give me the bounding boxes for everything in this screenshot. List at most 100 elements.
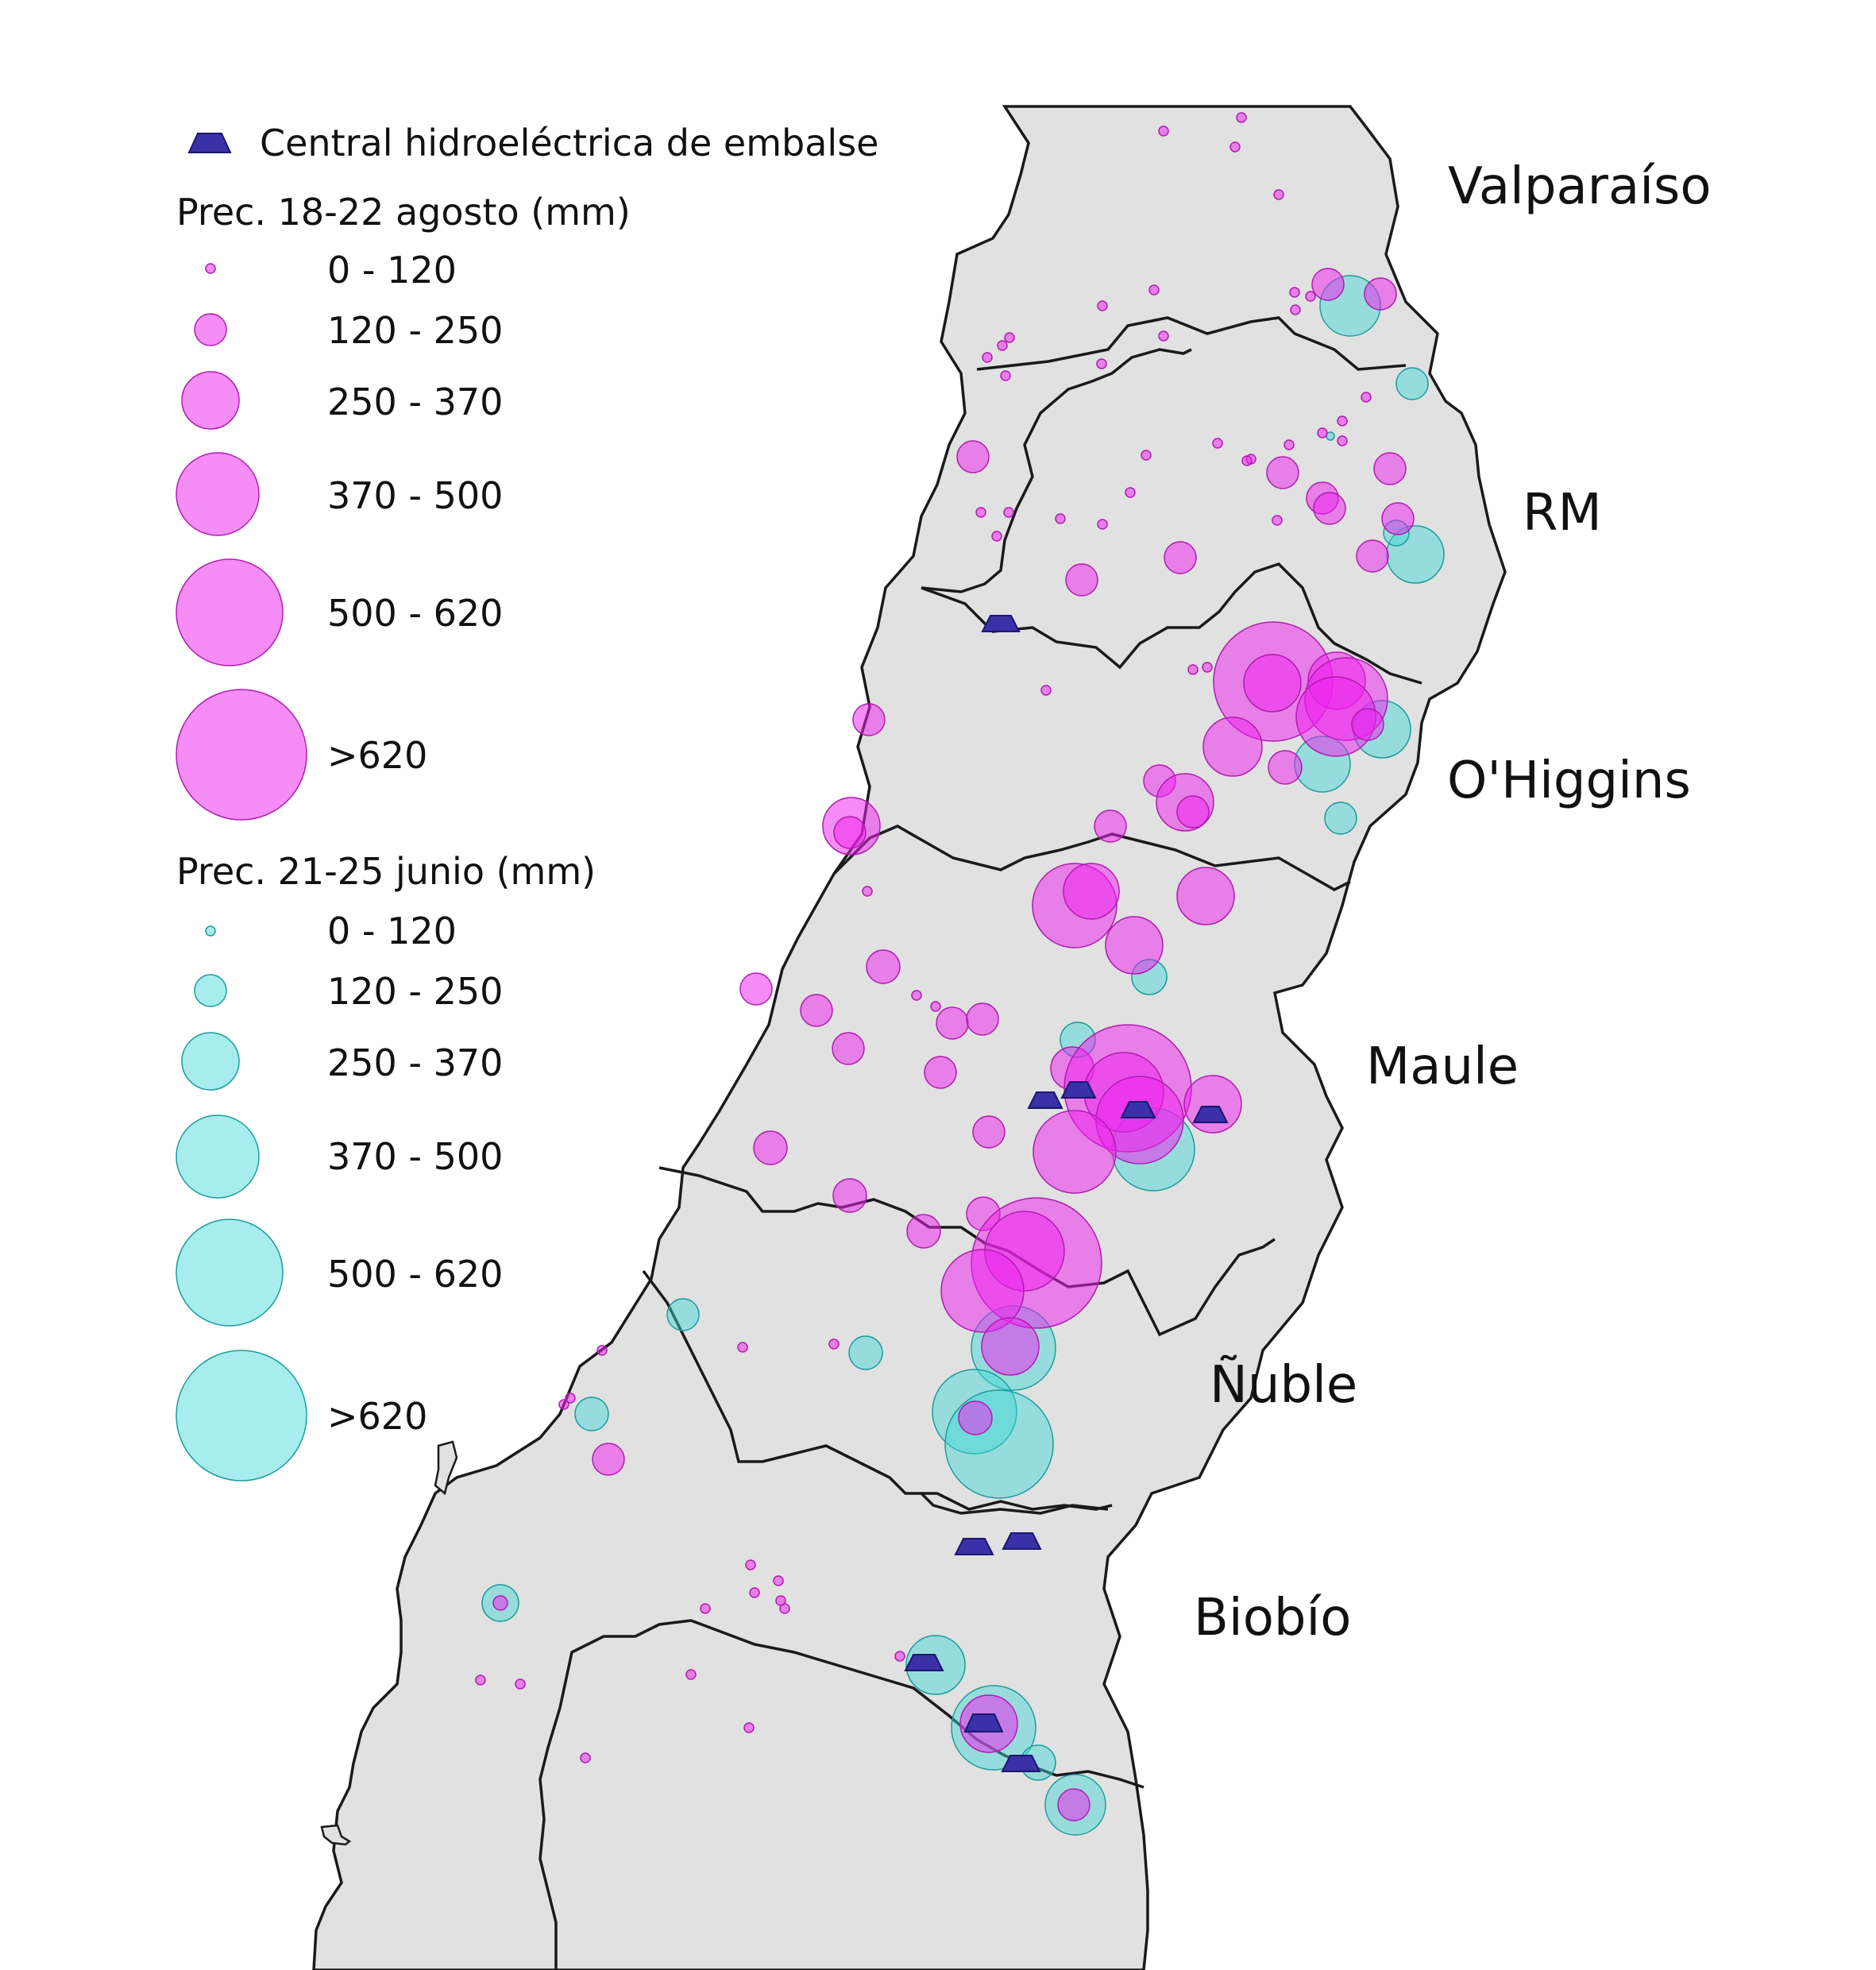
legend-august-title: Prec. 18-22 agosto (mm) [176,191,631,234]
region-label-valparaiso: Valparaíso [1448,157,1711,216]
trapezoid-icon [1120,1101,1156,1118]
august-precip-circle [991,531,1002,542]
august-precip-circle [1266,456,1299,489]
august-precip-circle [592,1443,625,1476]
august-precip-circle [852,703,886,736]
august-precip-circle [981,1317,1040,1376]
august-precip-circle [1105,916,1164,975]
august-precip-circle [1003,507,1014,518]
august-precip-circle [1065,563,1098,597]
region-label-biobio: Biobío [1194,1589,1351,1647]
legend-august-symbol [176,689,307,821]
august-precip-circle [1141,450,1152,461]
june-precip-circle [666,1298,700,1331]
august-precip-circle [1305,291,1316,302]
august-precip-circle [832,1032,865,1065]
trapezoid-icon [1027,1091,1063,1109]
august-precip-circle [1272,515,1283,526]
august-precip-circle [1229,141,1241,153]
august-precip-circle [1183,1075,1242,1134]
august-precip-circle [956,440,990,473]
legend-june-title: Prec. 21-25 junio (mm) [176,850,596,893]
august-precip-circle [1164,541,1197,574]
june-precip-circle [1395,367,1429,400]
legend-plant-label: Central hidroeléctrica de embalse [260,122,878,164]
august-precip-circle [1158,330,1169,342]
august-precip-circle [565,1393,576,1404]
august-precip-circle [596,1345,608,1356]
legend-august-symbol [194,313,227,346]
august-precip-circle [958,1400,993,1435]
august-precip-circle [1289,287,1300,298]
august-precip-circle [743,1722,755,1733]
region-label-ohiggins: O'Higgins [1447,751,1691,810]
legend: Central hidroeléctrica de embalse Prec. … [176,122,878,1481]
trapezoid-icon [963,1713,1004,1732]
august-precip-circle [1096,358,1107,369]
august-precip-circle [911,990,922,1001]
august-precip-circle [1268,750,1303,785]
island [434,1440,458,1496]
legend-june-class: 250 - 370 [327,1041,503,1084]
august-precip-circle [924,1056,957,1089]
august-precip-circle [930,1001,941,1012]
trapezoid-icon [187,133,232,153]
june-precip-circle [1324,802,1357,835]
legend-august-class: 120 - 250 [327,309,503,352]
august-precip-circle [492,1595,508,1611]
legend-june-class: 120 - 250 [327,970,503,1013]
trapezoid-icon [954,1538,994,1555]
june-precip-circle [944,1389,1054,1499]
august-precip-circle [1057,1788,1090,1821]
border-nuble-biobio-north [642,1269,1113,1511]
august-precip-circle [832,1178,867,1213]
august-precip-circle [1337,435,1348,446]
august-precip-circle [779,1603,790,1614]
august-precip-circle [1040,685,1052,696]
august-precip-circle [1364,277,1397,311]
august-precip-circle [749,1587,760,1598]
august-precipitation-layer [475,112,1415,1821]
august-precip-circle [906,1214,941,1249]
august-precip-circle [833,816,867,849]
legend-june-class: 0 - 120 [327,910,457,952]
border-biobio-araucania [558,1619,1145,1789]
august-precip-circle [1063,863,1120,920]
june-precip-circle [848,1335,883,1370]
august-precip-circle [1148,284,1160,296]
trapezoid-icon [1002,1532,1042,1550]
august-precip-circle [1176,867,1235,925]
august-precip-circle [515,1678,526,1690]
august-precip-circle [1381,502,1415,535]
border-rm-ohiggins [921,562,1422,685]
legend-june-class: >620 [327,1395,427,1438]
border-valparaiso-rm [976,316,1407,371]
august-precip-circle [997,340,1008,351]
legend-august-class: 500 - 620 [327,592,503,635]
august-precip-circle [936,1006,969,1040]
legend-june-class: 500 - 620 [327,1253,503,1296]
island [320,1824,352,1846]
august-precip-circle [1273,189,1284,200]
border-valparaiso-ohiggins [921,348,1192,593]
august-precip-circle [1317,427,1328,438]
august-precip-circle [1097,519,1108,530]
august-precip-circle [1000,370,1011,381]
august-precip-circle [1351,708,1384,741]
august-precip-circle [972,1115,1006,1149]
land-mass [312,105,1507,1970]
august-precip-circle [700,1603,711,1614]
legend-august-class: 0 - 120 [327,249,457,292]
august-precip-circle [580,1752,591,1763]
region-label-rm: RM [1523,484,1602,543]
august-precip-circle [1125,487,1136,498]
legend-june-class: 370 - 500 [327,1135,503,1178]
august-precip-circle [773,1575,784,1586]
trapezoid-icon [1060,1081,1097,1099]
legend-august-symbol [176,558,284,666]
legend-june-symbol [205,925,216,937]
august-precip-circle [1202,717,1263,777]
august-precip-circle [1290,304,1301,315]
august-precip-circle [1187,664,1199,675]
